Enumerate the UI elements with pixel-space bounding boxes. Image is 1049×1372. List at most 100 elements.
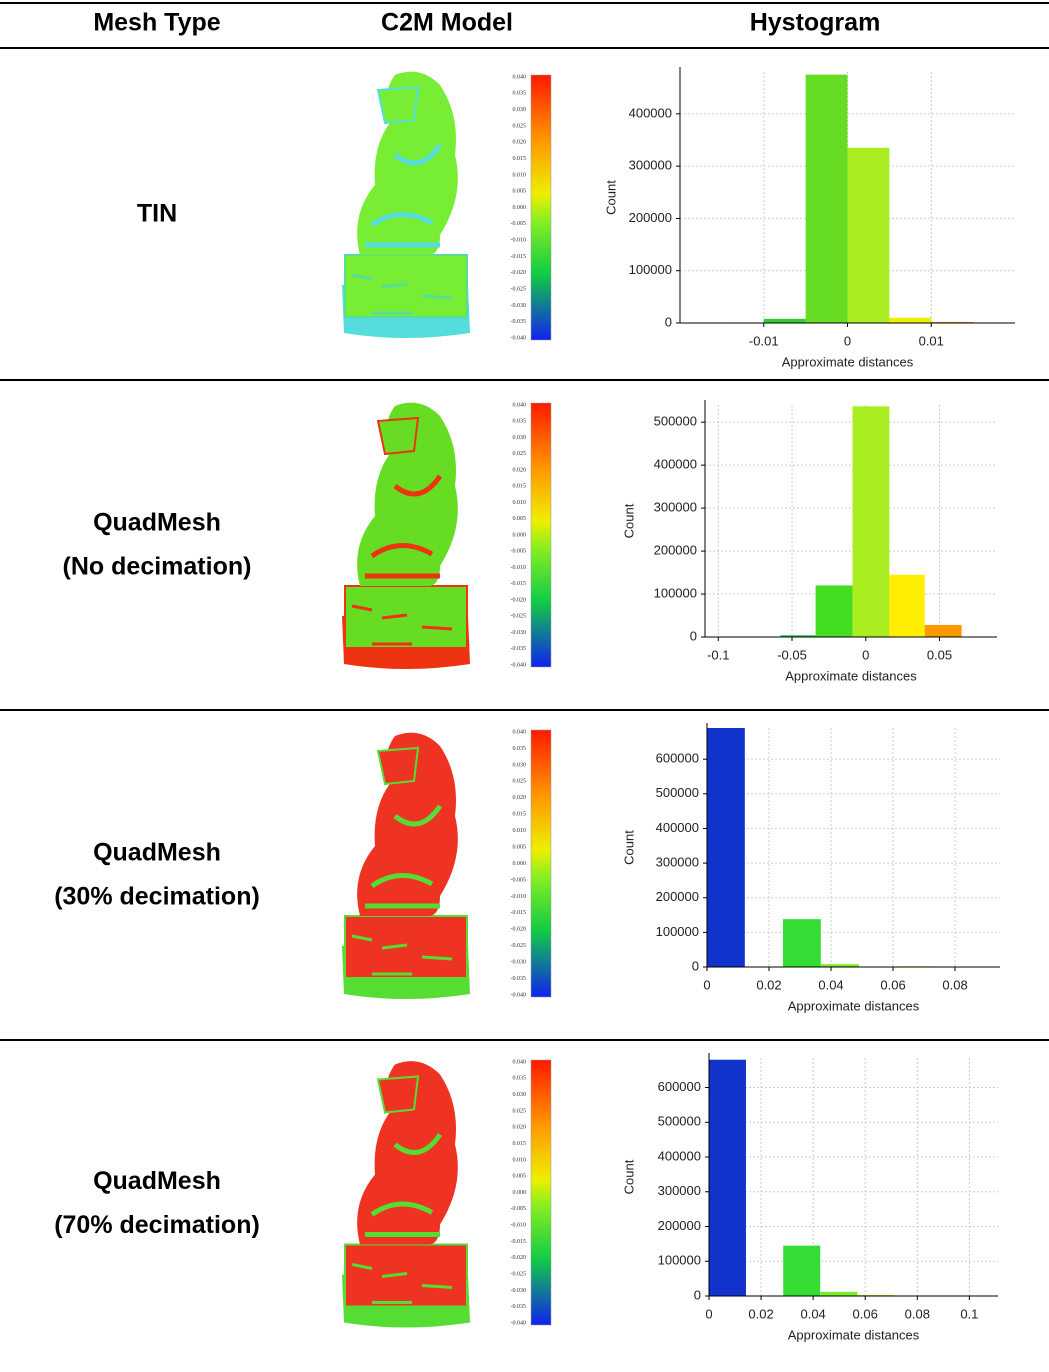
y-tick-label: 500000 bbox=[654, 414, 697, 429]
x-axis-label: Approximate distances bbox=[788, 998, 920, 1013]
y-tick-label: 0 bbox=[692, 958, 699, 973]
scale-label: 0.035 bbox=[513, 746, 527, 752]
scale-label: 0.010 bbox=[513, 828, 527, 834]
scale-label: -0.015 bbox=[511, 254, 527, 260]
x-tick-label: 0.01 bbox=[919, 333, 944, 348]
scale-label: 0.010 bbox=[513, 500, 527, 506]
x-tick-label: 0.02 bbox=[756, 977, 781, 992]
scale-label: -0.015 bbox=[511, 910, 527, 916]
bar bbox=[889, 318, 931, 323]
mesh-type: TIN bbox=[137, 200, 177, 228]
scale-label: -0.025 bbox=[511, 614, 527, 620]
x-tick-label: 0.08 bbox=[905, 1306, 930, 1321]
scale-label: 0.020 bbox=[513, 1125, 527, 1131]
y-tick-label: 0 bbox=[690, 628, 697, 643]
scale-label: -0.020 bbox=[511, 270, 527, 276]
x-tick-label: 0.05 bbox=[927, 647, 952, 662]
scale-label: 0.010 bbox=[513, 172, 527, 178]
statue-vase bbox=[378, 87, 418, 123]
statue-model bbox=[342, 1061, 470, 1327]
y-tick-label: 0 bbox=[694, 1287, 701, 1302]
y-tick-label: 200000 bbox=[656, 889, 699, 904]
mesh-type: (30% decimation) bbox=[54, 883, 260, 911]
color-bar bbox=[531, 75, 551, 340]
scale-label: 0.035 bbox=[513, 91, 527, 97]
scale-label: 0.040 bbox=[513, 402, 527, 408]
scale-label: 0.030 bbox=[513, 1092, 527, 1098]
scale-label: 0.015 bbox=[513, 484, 527, 490]
scale-label: 0.025 bbox=[513, 779, 527, 785]
scale-label: -0.010 bbox=[511, 1223, 527, 1229]
y-tick-label: 500000 bbox=[658, 1114, 701, 1129]
y-tick-label: 300000 bbox=[629, 158, 672, 173]
x-tick-label: -0.01 bbox=[749, 333, 779, 348]
scale-label: -0.015 bbox=[511, 1239, 527, 1245]
mesh-type: (70% decimation) bbox=[54, 1211, 260, 1239]
scale-label: -0.020 bbox=[511, 1255, 527, 1261]
scale-label: -0.040 bbox=[511, 335, 527, 341]
x-tick-label: -0.1 bbox=[707, 647, 729, 662]
scale-label: 0.040 bbox=[513, 729, 527, 735]
scale-label: 0.000 bbox=[513, 205, 527, 211]
statue-pedestal bbox=[345, 916, 467, 978]
scale-label: 0.035 bbox=[513, 1076, 527, 1082]
statue-model bbox=[342, 733, 470, 999]
scale-label: -0.035 bbox=[511, 976, 527, 982]
scale-label: 0.030 bbox=[513, 762, 527, 768]
scale-label: -0.025 bbox=[511, 943, 527, 949]
scale-label: 0.015 bbox=[513, 812, 527, 818]
y-axis-label: Count bbox=[621, 503, 636, 538]
statue-vase bbox=[378, 418, 418, 454]
bar bbox=[889, 575, 924, 637]
scale-label: 0.030 bbox=[513, 107, 527, 113]
scale-label: 0.030 bbox=[513, 435, 527, 441]
scale-label: -0.020 bbox=[511, 597, 527, 603]
bar bbox=[764, 319, 806, 323]
scale-label: 0.000 bbox=[513, 532, 527, 538]
scale-label: -0.030 bbox=[511, 960, 527, 966]
scale-label: 0.005 bbox=[513, 189, 527, 195]
x-tick-label: -0.05 bbox=[777, 647, 807, 662]
scale-label: 0.005 bbox=[513, 1174, 527, 1180]
x-tick-label: 0.04 bbox=[818, 977, 843, 992]
scale-label: 0.010 bbox=[513, 1157, 527, 1163]
scale-label: -0.010 bbox=[511, 894, 527, 900]
color-bar bbox=[531, 1060, 551, 1325]
mesh-type: QuadMesh bbox=[93, 509, 221, 537]
mesh-type: QuadMesh bbox=[93, 1167, 221, 1195]
bar bbox=[925, 625, 962, 637]
scale-label: -0.040 bbox=[511, 1320, 527, 1326]
statue-vase bbox=[378, 748, 418, 784]
column-header: Mesh Type bbox=[93, 9, 220, 37]
x-tick-label: 0 bbox=[703, 977, 710, 992]
scale-label: 0.005 bbox=[513, 844, 527, 850]
scale-label: 0.000 bbox=[513, 1190, 527, 1196]
y-tick-label: 600000 bbox=[656, 751, 699, 766]
scale-label: -0.030 bbox=[511, 303, 527, 309]
y-tick-label: 100000 bbox=[629, 262, 672, 277]
y-tick-label: 300000 bbox=[654, 500, 697, 515]
y-tick-label: 400000 bbox=[658, 1148, 701, 1163]
scale-label: -0.010 bbox=[511, 565, 527, 571]
scale-label: 0.025 bbox=[513, 123, 527, 129]
y-tick-label: 400000 bbox=[656, 820, 699, 835]
bar bbox=[709, 1060, 746, 1296]
y-tick-label: 500000 bbox=[656, 785, 699, 800]
scale-label: -0.030 bbox=[511, 630, 527, 636]
mesh-type: QuadMesh bbox=[93, 839, 221, 867]
bar bbox=[783, 919, 821, 967]
statue-model bbox=[342, 403, 470, 669]
y-tick-label: 200000 bbox=[629, 210, 672, 225]
x-tick-label: 0.06 bbox=[880, 977, 905, 992]
scale-label: -0.040 bbox=[511, 662, 527, 668]
scale-label: 0.035 bbox=[513, 419, 527, 425]
scale-label: 0.025 bbox=[513, 451, 527, 457]
x-axis-label: Approximate distances bbox=[788, 1327, 920, 1342]
scale-label: -0.035 bbox=[511, 319, 527, 325]
y-tick-label: 400000 bbox=[654, 457, 697, 472]
statue-model bbox=[342, 72, 470, 338]
x-axis-label: Approximate distances bbox=[782, 354, 914, 369]
statue-pedestal bbox=[345, 255, 467, 317]
scale-label: -0.020 bbox=[511, 927, 527, 933]
scale-label: -0.030 bbox=[511, 1288, 527, 1294]
